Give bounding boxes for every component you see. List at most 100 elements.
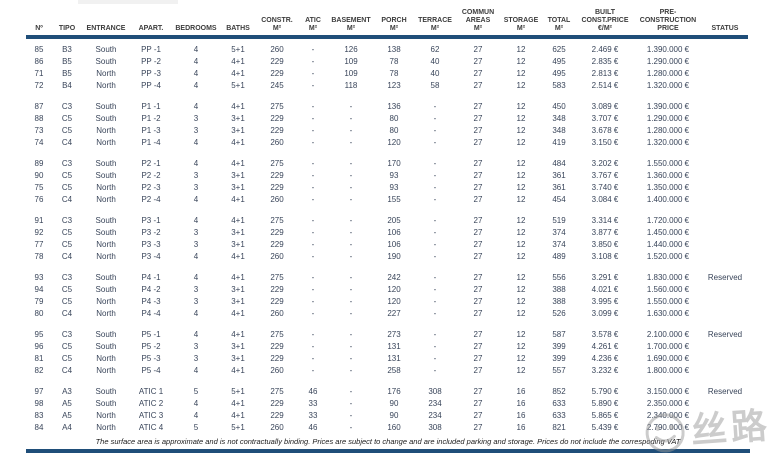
cell-total: 821 [552, 423, 566, 432]
cell-commun_areas: 27 [473, 57, 483, 66]
cell-storage: 12 [516, 57, 526, 66]
cell-commun_areas: 27 [473, 330, 483, 339]
cell-no: 95 [34, 330, 44, 339]
cell-commun_areas: 27 [473, 387, 483, 396]
cell-apart: P2 -3 [141, 183, 161, 192]
cell-bedrooms: 4 [193, 399, 199, 408]
cell-apart: P4 -2 [141, 285, 161, 294]
cell-pre_construction_price: 1.630.000 € [646, 309, 690, 318]
cell-storage: 12 [516, 126, 526, 135]
cell-porch: 242 [387, 273, 401, 282]
cell-porch: 190 [387, 252, 401, 261]
col-header-total: TOTAL M² [542, 9, 576, 39]
cell-apart: P3 -2 [141, 228, 161, 237]
cell-tipo: B4 [62, 81, 72, 90]
cell-constr: 229 [270, 342, 284, 351]
cell-terrace: 308 [428, 387, 442, 396]
cell-storage: 12 [516, 45, 526, 54]
cell-storage: 12 [516, 195, 526, 204]
cell-no: 73 [34, 126, 44, 135]
cell-bedrooms: 3 [193, 297, 199, 306]
cell-built_const_price: 2.813 € [591, 69, 619, 78]
cell-porch: 106 [387, 228, 401, 237]
cell-basement: - [349, 354, 353, 363]
cell-tipo: C5 [61, 126, 73, 135]
cell-no: 85 [34, 45, 44, 54]
cell-status [702, 170, 748, 182]
cell-built_const_price: 3.850 € [591, 240, 619, 249]
cell-built_const_price: 4.261 € [591, 342, 619, 351]
cell-no: 89 [34, 159, 44, 168]
table-row: 72 B4 North PP -4 4 5+1 245 - 118 123 58 27 12 583 2.5… [26, 80, 748, 92]
cell-entrance: North [96, 411, 116, 420]
cell-storage: 12 [516, 171, 526, 180]
cell-pre_construction_price: 1.550.000 € [646, 159, 690, 168]
cell-apart: P3 -4 [141, 252, 161, 261]
cell-basement: - [349, 240, 353, 249]
cell-baths: 4+1 [231, 57, 245, 66]
cell-pre_construction_price: 1.390.000 € [646, 102, 690, 111]
cell-porch: 78 [389, 69, 399, 78]
table-row: 75 C5 North P2 -3 3 3+1 229 - - 93 - 27 12 361 3.740 €… [26, 182, 748, 194]
cell-no: 87 [34, 102, 44, 111]
cell-storage: 12 [516, 342, 526, 351]
cell-atic: - [311, 159, 315, 168]
cell-total: 556 [552, 273, 566, 282]
cell-storage: 12 [516, 69, 526, 78]
cell-bedrooms: 4 [193, 411, 199, 420]
cell-entrance: North [96, 138, 116, 147]
cell-apart: P1 -2 [141, 114, 161, 123]
cell-basement: - [349, 423, 353, 432]
cell-storage: 12 [516, 309, 526, 318]
cell-commun_areas: 27 [473, 102, 483, 111]
cell-no: 78 [34, 252, 44, 261]
cell-baths: 4+1 [231, 399, 245, 408]
cell-built_const_price: 3.877 € [591, 228, 619, 237]
cell-no: 98 [34, 399, 44, 408]
table-row: 82 C4 North P5 -4 4 4+1 260 - - 258 - 27 12 557 3.232 … [26, 365, 748, 377]
cell-storage: 12 [516, 114, 526, 123]
cell-entrance: South [95, 387, 117, 396]
cell-tipo: C4 [61, 252, 73, 261]
cell-entrance: South [95, 399, 117, 408]
cell-storage: 12 [516, 81, 526, 90]
top-edge-fragment [78, 0, 178, 4]
cell-tipo: C3 [61, 273, 73, 282]
cell-baths: 3+1 [231, 183, 245, 192]
cell-total: 852 [552, 387, 566, 396]
cell-pre_construction_price: 1.800.000 € [646, 366, 690, 375]
cell-baths: 4+1 [231, 309, 245, 318]
cell-status: Reserved [707, 330, 743, 339]
cell-tipo: A4 [62, 423, 72, 432]
cell-total: 587 [552, 330, 566, 339]
cell-total: 399 [552, 342, 566, 351]
cell-tipo: C4 [61, 138, 73, 147]
cell-pre_construction_price: 1.450.000 € [646, 228, 690, 237]
cell-built_const_price: 3.291 € [591, 273, 619, 282]
cell-terrace: 62 [430, 45, 440, 54]
cell-commun_areas: 27 [473, 273, 483, 282]
cell-pre_construction_price: 1.280.000 € [646, 126, 690, 135]
cell-built_const_price: 3.995 € [591, 297, 619, 306]
cell-atic: - [311, 240, 315, 249]
col-header-pre_construction_price: PRE- CONSTRUCTION PRICE [634, 9, 702, 39]
cell-baths: 3+1 [231, 126, 245, 135]
cell-no: 77 [34, 240, 44, 249]
group-spacer-row [26, 320, 748, 329]
col-header-tipo: TIPO [52, 9, 82, 39]
cell-tipo: A3 [62, 387, 72, 396]
cell-atic: - [311, 102, 315, 111]
cell-baths: 3+1 [231, 240, 245, 249]
cell-bedrooms: 4 [193, 309, 199, 318]
cell-status [702, 56, 748, 68]
cell-no: 74 [34, 138, 44, 147]
cell-constr: 260 [270, 423, 284, 432]
cell-basement: - [349, 171, 353, 180]
cell-bedrooms: 4 [193, 252, 199, 261]
cell-atic: - [311, 330, 315, 339]
cell-total: 388 [552, 285, 566, 294]
cell-constr: 229 [270, 297, 284, 306]
cell-constr: 229 [270, 171, 284, 180]
cell-pre_construction_price: 1.830.000 € [646, 273, 690, 282]
cell-bedrooms: 3 [193, 183, 199, 192]
